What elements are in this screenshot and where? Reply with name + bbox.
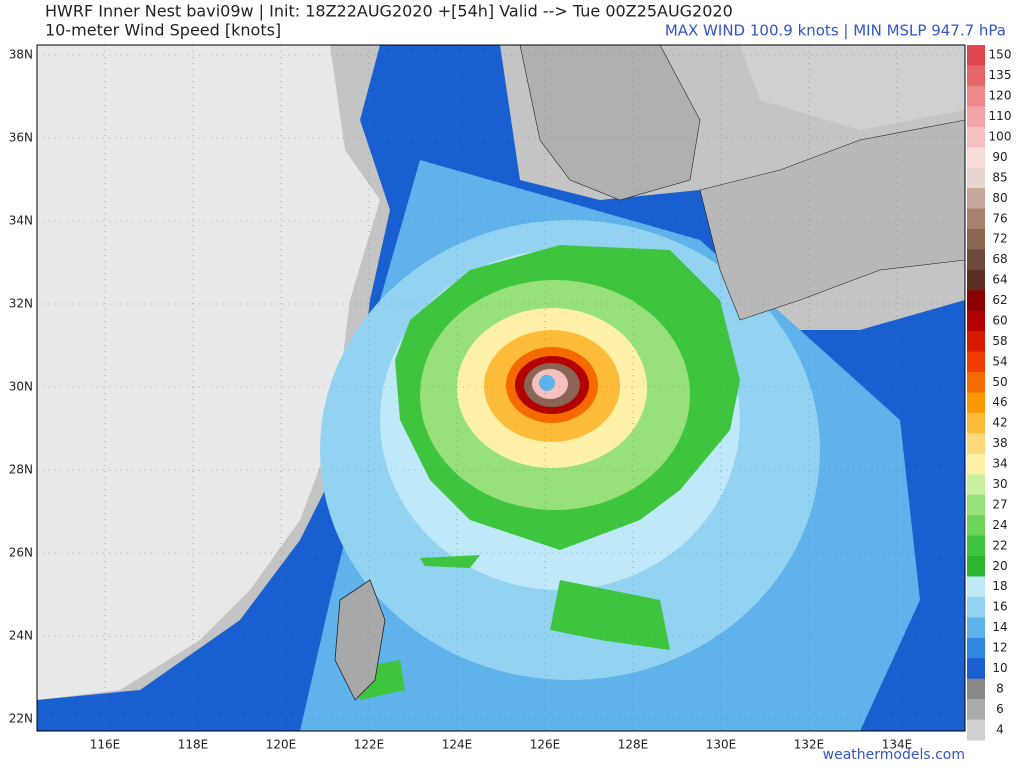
colorbar-swatch: [967, 290, 985, 312]
lat-label: 30N: [9, 380, 33, 394]
lon-label: 130E: [706, 738, 737, 752]
colorbar-swatch: [967, 596, 985, 618]
colorbar-swatch: [967, 453, 985, 475]
colorbar-label: 4: [996, 722, 1004, 736]
colorbar-label: 42: [992, 416, 1007, 430]
colorbar-swatch: [967, 535, 985, 557]
colorbar-label: 110: [989, 109, 1012, 123]
lat-label: 24N: [9, 629, 33, 643]
colorbar-swatch: [967, 147, 985, 169]
colorbar-swatch: [967, 85, 985, 107]
colorbar-swatch: [967, 228, 985, 250]
colorbar-label: 100: [989, 129, 1012, 143]
colorbar-swatch: [967, 392, 985, 414]
colorbar-swatch: [967, 699, 985, 721]
colorbar-swatch: [967, 617, 985, 639]
colorbar-label: 20: [992, 559, 1007, 573]
colorbar-label: 14: [992, 620, 1007, 634]
title: HWRF Inner Nest bavi09w | Init: 18Z22AUG…: [45, 2, 733, 21]
colorbar-label: 8: [996, 681, 1004, 695]
colorbar-swatch: [967, 208, 985, 230]
colorbar-swatch: [967, 637, 985, 659]
colorbar-label: 27: [992, 497, 1007, 511]
colorbar-swatch: [967, 167, 985, 189]
colorbar-label: 76: [992, 211, 1007, 225]
colorbar-label: 68: [992, 252, 1007, 266]
stats: MAX WIND 100.9 knots | MIN MSLP 947.7 hP…: [665, 22, 1006, 40]
colorbar-label: 54: [992, 354, 1007, 368]
credit: weathermodels.com: [823, 747, 965, 763]
lon-label: 132E: [794, 738, 825, 752]
lon-label: 116E: [90, 738, 121, 752]
colorbar-label: 24: [992, 518, 1007, 532]
colorbar-label: 16: [992, 600, 1007, 614]
colorbar-label: 135: [989, 68, 1012, 82]
colorbar-swatch: [967, 719, 985, 741]
colorbar-swatch: [967, 65, 985, 87]
lon-label: 128E: [618, 738, 649, 752]
colorbar-label: 72: [992, 232, 1007, 246]
lat-label: 28N: [9, 463, 33, 477]
colorbar-swatch: [967, 372, 985, 393]
lon-label: 134E: [882, 738, 913, 752]
colorbar-label: 34: [992, 457, 1007, 471]
lon-label: 120E: [266, 738, 297, 752]
map: [37, 45, 965, 731]
colorbar-swatch: [967, 474, 985, 496]
colorbar-label: 62: [992, 293, 1007, 307]
lon-label: 122E: [354, 738, 385, 752]
colorbar-swatch: [967, 331, 985, 353]
colorbar-swatch: [967, 351, 985, 373]
colorbar-label: 30: [992, 477, 1007, 491]
lon-label: 126E: [530, 738, 561, 752]
colorbar-label: 18: [992, 579, 1007, 593]
colorbar-swatch: [967, 556, 985, 577]
colorbar-swatch: [967, 310, 985, 332]
subtitle: 10-meter Wind Speed [knots]: [45, 21, 281, 40]
colorbar-label: 58: [992, 334, 1007, 348]
colorbar-swatch: [967, 494, 985, 516]
lon-label: 118E: [178, 738, 209, 752]
colorbar-swatch: [967, 126, 985, 148]
colorbar-label: 38: [992, 436, 1007, 450]
colorbar-label: 85: [992, 170, 1007, 184]
lat-label: 34N: [9, 214, 33, 228]
colorbar-label: 22: [992, 538, 1007, 552]
colorbar-label: 120: [989, 89, 1012, 103]
colorbar-label: 80: [992, 191, 1007, 205]
colorbar-label: 50: [992, 375, 1007, 389]
lat-label: 26N: [9, 546, 33, 560]
colorbar-swatch: [967, 249, 985, 271]
lat-label: 22N: [9, 712, 33, 726]
colorbar-swatch: [967, 576, 985, 598]
colorbar-label: 6: [996, 702, 1004, 716]
colorbar-label: 10: [992, 661, 1007, 675]
lat-label: 36N: [9, 131, 33, 145]
lat-label: 32N: [9, 297, 33, 311]
colorbar-swatch: [967, 269, 985, 291]
colorbar-swatch: [967, 658, 985, 680]
colorbar-label: 60: [992, 313, 1007, 327]
colorbar-label: 90: [992, 150, 1007, 164]
colorbar-swatch: [967, 106, 985, 128]
colorbar-label: 64: [992, 273, 1007, 287]
colorbar-swatch: [967, 412, 985, 434]
lon-label: 124E: [442, 738, 473, 752]
lat-label: 38N: [9, 48, 33, 62]
colorbar-swatch: [967, 433, 985, 455]
colorbar-label: 150: [989, 48, 1012, 62]
colorbar-label: 12: [992, 641, 1007, 655]
colorbar-swatch: [967, 515, 985, 537]
colorbar-swatch: [967, 45, 985, 66]
colorbar-label: 46: [992, 395, 1007, 409]
colorbar-swatch: [967, 678, 985, 700]
colorbar-swatch: [967, 188, 985, 210]
